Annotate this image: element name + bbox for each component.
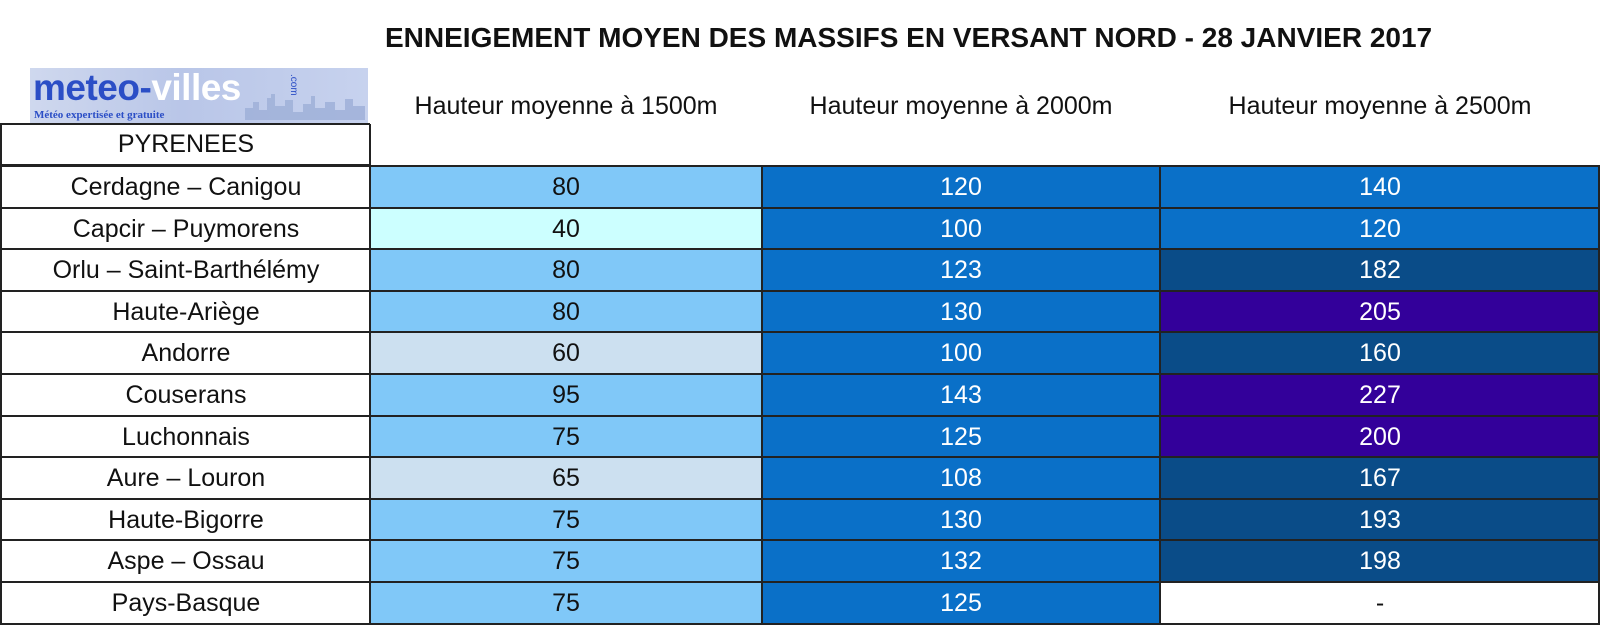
group-label-pyrenees: PYRENEES [2,124,370,165]
snow-depth-cell: 60 [370,333,762,375]
massif-name: Aspe – Ossau [2,541,370,583]
snow-depth-cell: 75 [370,416,762,459]
table-rule [1159,165,1161,625]
table-rule [0,248,1600,251]
table-rule [0,331,1600,334]
column-header-2500m: Hauteur moyenne à 2500m [1228,92,1532,120]
snow-depth-cell: 80 [370,250,762,292]
table-rule [369,124,371,625]
logo-domain-suffix: .com [288,74,299,96]
table-rule [0,289,1600,292]
logo-wordmark-part2: villes [151,68,241,108]
table-rule [761,165,763,625]
snow-depth-cell: 130 [762,499,1160,542]
snow-depth-cell: 123 [762,250,1160,292]
massif-name: Luchonnais [2,416,370,459]
table-rule [0,414,1600,417]
table-title: ENNEIGEMENT MOYEN DES MASSIFS EN VERSANT… [385,22,1433,53]
table-rule [0,581,1600,583]
snow-depth-cell: 140 [1160,167,1600,209]
snow-depth-cell: 130 [762,291,1160,334]
logo-wordmark-part1: meteo- [33,68,152,108]
massif-name: Couserans [2,375,370,417]
meteo-villes-logo: meteo-villes .com Météo expertisée et gr… [30,68,368,124]
table-rule [0,165,1600,167]
table-rule [0,373,1600,375]
snow-depth-cell: 75 [370,541,762,583]
snow-depth-cell: 132 [762,541,1160,583]
snow-depth-cell: 75 [370,583,762,625]
logo-tagline: Météo expertisée et gratuite [34,109,165,121]
massif-name: Andorre [2,333,370,375]
snow-depth-cell: 65 [370,458,762,500]
column-header-1500m: Hauteur moyenne à 1500m [414,92,718,120]
snow-depth-cell: 143 [762,375,1160,417]
snow-depth-cell: 80 [370,167,762,209]
table-rule [0,622,1600,625]
massif-name: Haute-Bigorre [2,499,370,542]
table-rule [0,123,370,125]
massif-name: Cerdagne – Canigou [2,167,370,209]
snow-depth-cell: 80 [370,291,762,334]
table-rule [0,456,1600,459]
snow-depth-cell: 205 [1160,291,1600,334]
snow-depth-cell: 227 [1160,375,1600,417]
massif-name: Orlu – Saint-Barthélémy [2,250,370,292]
table-rule [0,124,2,625]
snow-depth-cell: 167 [1160,458,1600,500]
snow-depth-cell: 120 [762,167,1160,209]
snow-depth-cell: 108 [762,458,1160,500]
snow-depth-cell: 95 [370,375,762,417]
table-rule [0,206,1600,209]
snow-depth-cell: 193 [1160,499,1600,542]
snow-depth-cell: 125 [762,416,1160,459]
city-skyline-icon [245,94,365,120]
snow-depth-cell: 125 [762,583,1160,625]
massif-name: Aure – Louron [2,458,370,500]
table-rule [1598,165,1600,625]
snow-depth-cell: 198 [1160,541,1600,583]
column-header-2000m: Hauteur moyenne à 2000m [809,92,1113,120]
snow-depth-cell: 200 [1160,416,1600,459]
snow-depth-cell: 120 [1160,208,1600,251]
massif-name: Haute-Ariège [2,291,370,334]
snow-depth-cell: - [1160,583,1600,625]
snow-depth-cell: 100 [762,333,1160,375]
logo-wordmark: meteo-villes [33,68,241,108]
snow-depth-cell: 40 [370,208,762,251]
table-rule [0,497,1600,500]
table-rule [0,539,1600,542]
snow-depth-cell: 160 [1160,333,1600,375]
snow-depth-cell: 100 [762,208,1160,251]
massif-name: Capcir – Puymorens [2,208,370,251]
snow-depth-cell: 182 [1160,250,1600,292]
snow-depth-cell: 75 [370,499,762,542]
massif-name: Pays-Basque [2,583,370,625]
